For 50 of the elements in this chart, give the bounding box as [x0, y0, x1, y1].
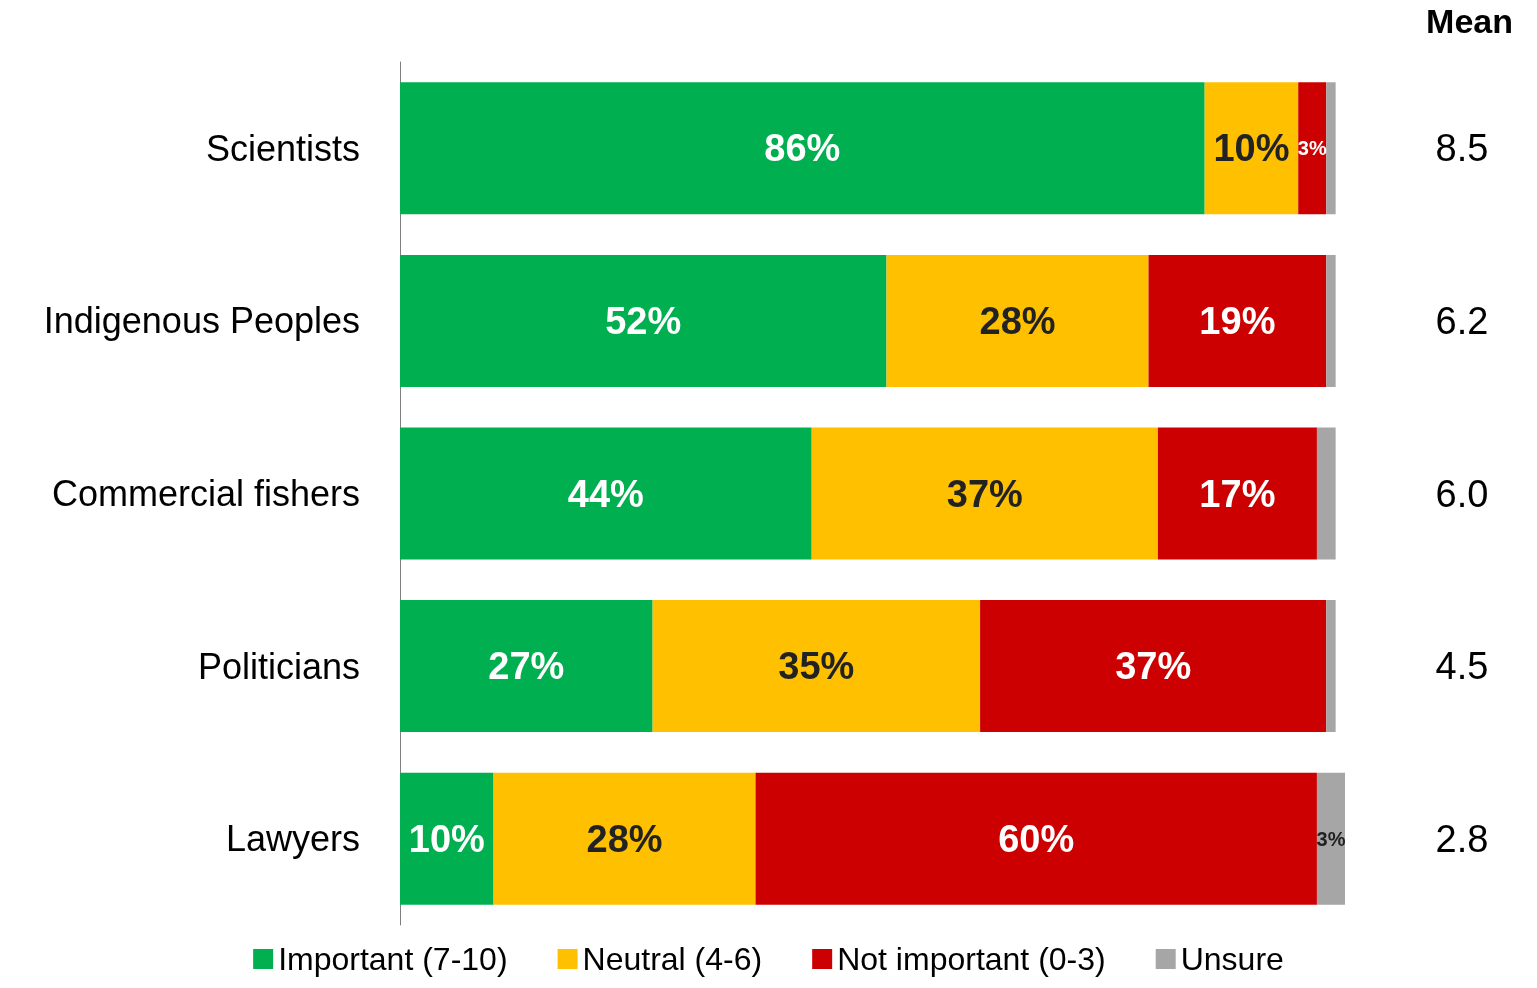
bar [1148, 254, 1327, 387]
bar [811, 427, 1158, 560]
bar [493, 772, 756, 905]
bar [400, 772, 494, 905]
bar [1316, 772, 1345, 905]
data-label: 3% [1316, 827, 1346, 850]
legend-label: Not important (0-3) [837, 941, 1106, 977]
data-label: 52% [605, 299, 682, 342]
data-label: 44% [567, 472, 644, 515]
bar [1316, 427, 1336, 560]
bar [400, 82, 1205, 215]
data-label: 37% [1115, 645, 1192, 688]
text: 8.5 [1435, 127, 1489, 170]
bar [980, 600, 1327, 733]
bar [652, 600, 981, 733]
bar [755, 772, 1317, 905]
legend-label: Neutral (4-6) [582, 941, 763, 977]
legend-label: Important (7-10) [278, 941, 508, 977]
data-label: 86% [764, 127, 841, 170]
text: Mean [1426, 2, 1514, 40]
text: 4.5 [1435, 645, 1489, 688]
bar [1326, 82, 1336, 215]
text: 6.2 [1435, 299, 1489, 342]
bar [400, 427, 812, 560]
data-label: 17% [1199, 472, 1276, 515]
bar [400, 600, 653, 733]
legend-label: Unsure [1180, 941, 1284, 977]
bar [1326, 254, 1336, 387]
text: 2.8 [1435, 817, 1489, 860]
bar [1204, 82, 1299, 215]
data-label: 35% [778, 645, 855, 688]
bar [1326, 600, 1336, 733]
y-tick-label: Politicians [197, 645, 360, 687]
data-label: 10% [408, 817, 485, 860]
y-tick-label: Lawyers [225, 818, 360, 860]
y-tick-label: Commercial fishers [51, 473, 360, 514]
data-label: 60% [998, 817, 1075, 860]
data-label: 10% [1213, 127, 1290, 170]
y-tick-label: Scientists [205, 127, 360, 169]
data-label: 27% [488, 645, 565, 688]
text: 6.0 [1435, 472, 1489, 515]
bar [1157, 427, 1317, 560]
data-label: 28% [979, 299, 1056, 342]
bar [400, 254, 887, 387]
y-tick-label: Indigenous Peoples [43, 300, 360, 342]
data-label: 28% [586, 817, 663, 860]
data-label: 19% [1199, 299, 1276, 342]
bar [1298, 82, 1327, 215]
bar [886, 254, 1149, 387]
data-label: 37% [946, 472, 1023, 515]
